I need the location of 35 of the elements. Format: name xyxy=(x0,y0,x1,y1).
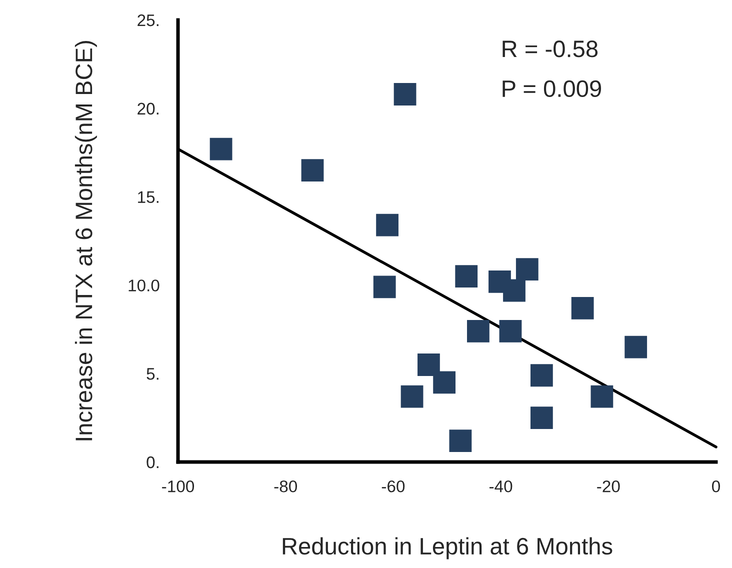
y-tick-label: 0. xyxy=(146,456,158,468)
y-tick-label: 15. xyxy=(138,191,158,204)
point xyxy=(516,258,538,280)
y-tick-label: 10.0 xyxy=(128,280,160,292)
x-tick-label: -60 xyxy=(382,480,405,492)
point xyxy=(624,336,648,358)
x-tick-label: -80 xyxy=(274,480,297,492)
x-tick-label: -20 xyxy=(597,480,620,492)
point xyxy=(400,385,424,408)
y-axis-title: Increase in NTX at 6 Months(nM BCE) xyxy=(74,41,97,440)
x-axis-title: Reduction in Leptin at 6 Months xyxy=(282,537,612,560)
point xyxy=(499,320,522,342)
point xyxy=(571,296,594,320)
point xyxy=(455,265,478,288)
point xyxy=(449,430,472,452)
point xyxy=(210,138,232,160)
x-tick-label: -40 xyxy=(489,480,512,492)
point xyxy=(433,371,456,394)
y-tick-label: 25. xyxy=(138,14,158,26)
point xyxy=(590,385,614,408)
x-tick-label: -100 xyxy=(162,480,194,492)
x-tick-label: 0 xyxy=(712,480,720,492)
annotation: P = 0.009 xyxy=(502,80,602,98)
point xyxy=(394,83,416,106)
point xyxy=(467,320,490,342)
point xyxy=(373,276,396,298)
y-tick-label: 20. xyxy=(138,102,158,115)
point xyxy=(530,406,553,429)
point xyxy=(503,279,526,302)
y-tick-label: 5. xyxy=(146,368,158,380)
annotation: R = -0.58 xyxy=(502,40,598,58)
point xyxy=(418,354,440,376)
point xyxy=(530,364,553,387)
point xyxy=(376,214,398,236)
point xyxy=(301,159,324,182)
